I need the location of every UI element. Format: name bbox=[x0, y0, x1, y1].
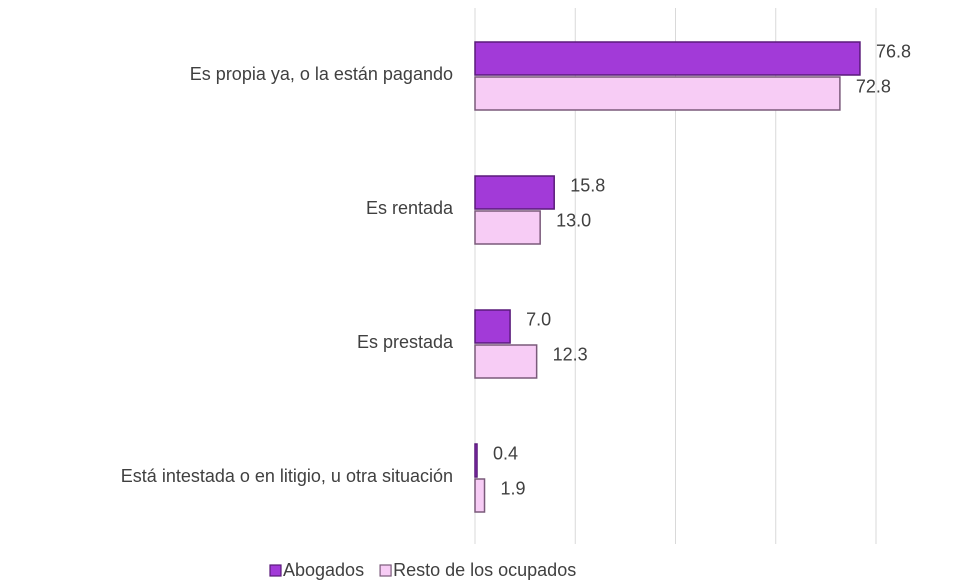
bar bbox=[474, 309, 511, 344]
bar bbox=[474, 210, 541, 245]
value-label: 7.0 bbox=[526, 309, 551, 329]
bar bbox=[474, 175, 555, 210]
legend-label: Resto de los ocupados bbox=[393, 560, 576, 580]
value-label: 0.4 bbox=[493, 443, 518, 463]
legend-label: Abogados bbox=[283, 560, 364, 580]
category-label: Está intestada o en litigio, u otra situ… bbox=[121, 466, 453, 486]
value-label: 1.9 bbox=[501, 478, 526, 498]
bar bbox=[474, 344, 538, 379]
bar bbox=[474, 76, 841, 111]
category-label: Es prestada bbox=[357, 332, 454, 352]
bar bbox=[474, 443, 478, 478]
bar bbox=[474, 41, 861, 76]
bar bbox=[474, 478, 486, 513]
legend-swatch bbox=[269, 564, 282, 577]
value-label: 12.3 bbox=[553, 344, 588, 364]
category-label: Es rentada bbox=[366, 198, 454, 218]
value-label: 72.8 bbox=[856, 76, 891, 96]
value-label: 13.0 bbox=[556, 210, 591, 230]
legend-swatch bbox=[379, 564, 392, 577]
category-label: Es propia ya, o la están pagando bbox=[190, 64, 453, 84]
value-label: 15.8 bbox=[570, 175, 605, 195]
value-label: 76.8 bbox=[876, 41, 911, 61]
